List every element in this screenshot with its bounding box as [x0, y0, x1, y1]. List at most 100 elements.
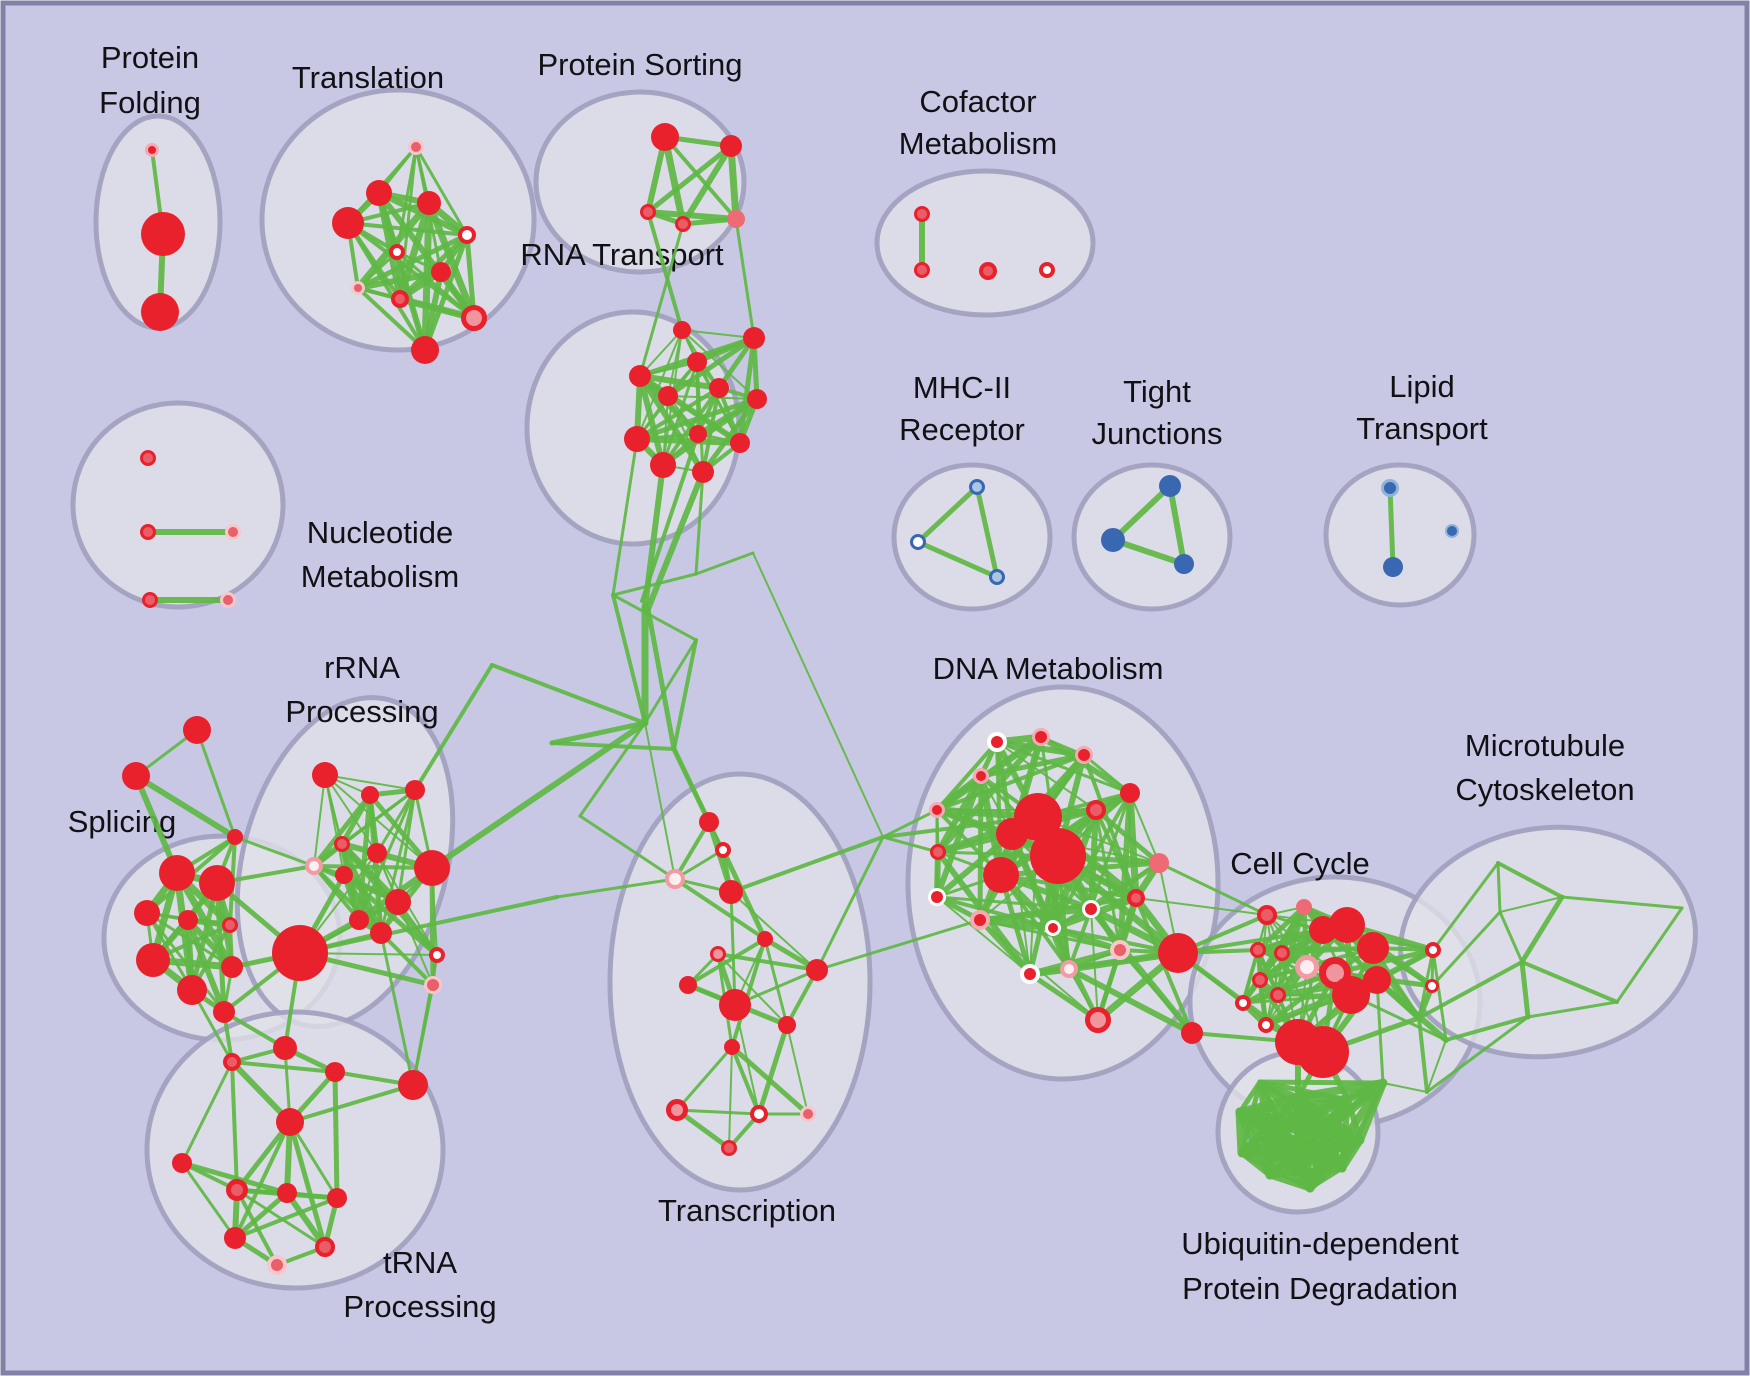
node-cell-cycle-12 — [1270, 987, 1286, 1003]
edge-microtubule-cytoskeleton — [1496, 861, 1564, 899]
node-dna-metabolism-1 — [1032, 728, 1050, 746]
node-cell-cycle-11 — [1252, 972, 1268, 988]
cluster-label-tight-junctions: Tight — [1123, 374, 1191, 409]
node-cell-cycle-10 — [1274, 945, 1290, 961]
edge-dna-metabolism — [935, 753, 1086, 812]
node-rrna-processing-12 — [414, 850, 450, 886]
node-translation-4 — [458, 226, 476, 244]
edge-trna-processing — [232, 1190, 290, 1241]
node-nucleotide-metabolism-3 — [142, 592, 158, 608]
node-dna-metabolism-4 — [929, 802, 945, 818]
edge-trna-processing — [284, 1190, 328, 1250]
node-rrna-processing-13 — [272, 925, 328, 981]
node-trna-processing-2 — [325, 1062, 345, 1082]
node-mhc-ii-receptor-1 — [910, 534, 926, 550]
cluster-label-microtubule-cytoskeleton: Microtubule — [1465, 728, 1625, 763]
node-mhc-ii-receptor-2 — [989, 569, 1005, 585]
edge-dna-metabolism — [936, 896, 1031, 975]
cluster-ellipse-tight-junctions — [1071, 462, 1233, 612]
node-rrna-processing-0 — [312, 762, 338, 788]
cluster-label-rrna-processing: rRNA — [324, 650, 400, 685]
edge-transcription — [730, 1045, 761, 1116]
node-dna-metabolism-14 — [1082, 900, 1100, 918]
node-dna-metabolism-8 — [1030, 828, 1086, 884]
edge-microtubule-cytoskeleton — [1499, 896, 1563, 913]
edge-ubiquitin-degradation — [1306, 1079, 1387, 1192]
node-lipid-transport-2 — [1445, 524, 1459, 538]
node-splicing-9 — [177, 975, 207, 1005]
node-nucleotide-metabolism-2 — [225, 524, 241, 540]
edge-transcription — [720, 847, 768, 942]
cluster-ellipse-lipid-transport — [1323, 462, 1477, 608]
node-trna-processing-11 — [267, 1255, 287, 1275]
cluster-label-rrna-processing: Processing — [285, 694, 438, 729]
inter-cluster-edge — [640, 432, 700, 603]
edge-dna-metabolism — [1129, 792, 1160, 864]
edge-microtubule-cytoskeleton — [1519, 894, 1565, 965]
node-splicing-5 — [134, 900, 160, 926]
node-rrna-processing-4 — [305, 857, 323, 875]
inter-cluster-edge — [611, 437, 639, 597]
edge-splicing — [195, 728, 237, 839]
node-cell-cycle-9 — [1250, 942, 1266, 958]
cluster-label-protein-sorting: Protein Sorting — [537, 47, 742, 82]
edge-ubiquitin-degradation — [1269, 1079, 1387, 1131]
edge-dna-metabolism — [1027, 971, 1101, 1023]
inter-cluster-edge — [490, 663, 647, 725]
node-dna-metabolism-23 — [930, 844, 946, 860]
node-dna-metabolism-6 — [1086, 800, 1106, 820]
inter-cluster-edge — [672, 638, 698, 751]
edge-lipid-transport — [1387, 485, 1396, 570]
edge-mhc-ii-receptor — [915, 539, 1000, 580]
node-rrna-processing-10 — [429, 947, 445, 963]
edge-transcription — [730, 937, 767, 1049]
edge-cell-cycle — [1374, 977, 1449, 1043]
edge-transcription — [673, 877, 767, 941]
node-splicing-3 — [159, 855, 195, 891]
edge-microtubule-cytoskeleton — [1560, 895, 1684, 910]
edge-rna-transport — [660, 396, 760, 468]
edge-dna-metabolism — [933, 772, 985, 814]
edge-dna-metabolism — [1067, 907, 1093, 971]
node-cell-cycle-13 — [1235, 995, 1251, 1011]
inter-cluster-edge — [429, 720, 648, 871]
edge-protein-sorting — [663, 135, 738, 221]
edge-transcription — [730, 891, 818, 971]
cluster-label-protein-folding: Protein — [101, 40, 199, 75]
node-protein-folding-0 — [145, 143, 159, 157]
node-trna-processing-5 — [172, 1153, 192, 1173]
edge-tight-junctions — [1110, 537, 1187, 567]
node-rna-transport-4 — [709, 378, 729, 398]
node-dna-metabolism-11 — [928, 888, 946, 906]
node-nucleotide-metabolism-4 — [220, 592, 236, 608]
inter-cluster-edge — [611, 593, 647, 725]
inter-cluster-edge — [1444, 1015, 1530, 1042]
cluster-label-trna-processing: tRNA — [383, 1245, 457, 1280]
edge-trna-processing — [233, 1120, 292, 1240]
edge-rrna-processing — [311, 792, 373, 869]
node-dna-metabolism-22 — [1127, 889, 1145, 907]
edge-cell-cycle — [1426, 1039, 1447, 1093]
edge-rna-transport — [634, 436, 743, 446]
cluster-label-ubiquitin-degradation: Protein Degradation — [1182, 1271, 1458, 1306]
node-rrna-processing-11 — [424, 976, 442, 994]
node-cell-cycle-14 — [1258, 1017, 1274, 1033]
edge-rna-transport — [737, 335, 757, 446]
node-transcription-10 — [724, 1039, 740, 1055]
edge-splicing — [133, 773, 238, 840]
node-protein-sorting-2 — [640, 204, 656, 220]
node-tight-junctions-2 — [1174, 554, 1194, 574]
edge-translation — [464, 232, 477, 321]
edge-transcription — [717, 953, 788, 1026]
node-splicing-6 — [178, 910, 198, 930]
node-dna-metabolism-2 — [1075, 746, 1093, 764]
node-trna-processing-10 — [315, 1237, 335, 1257]
cluster-label-mhc-ii-receptor: Receptor — [899, 412, 1025, 447]
edge-cell-cycle — [1431, 948, 1448, 1042]
edge-rna-transport — [636, 329, 683, 440]
inter-cluster-edge — [578, 721, 647, 818]
edge-rna-transport — [637, 373, 706, 475]
node-cell-cycle-5 — [1295, 955, 1319, 979]
